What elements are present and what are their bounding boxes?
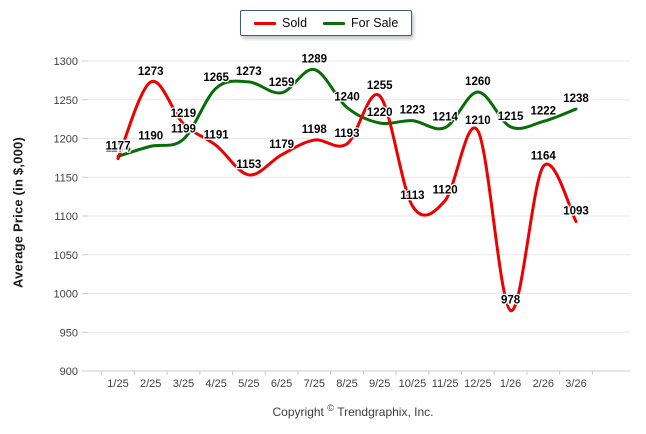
y-tick-label: 1200 — [54, 134, 78, 146]
company-name: Trendgraphix, Inc. — [337, 405, 434, 419]
sold-point-label: 1210 — [465, 115, 491, 127]
sold-point-label: 978 — [501, 295, 521, 307]
y-tick-label: 950 — [60, 327, 78, 339]
legend-item-for-sale[interactable]: For Sale — [323, 16, 398, 30]
x-tick-label: 3/25 — [173, 378, 194, 390]
y-tick-label: 1000 — [54, 289, 78, 301]
for-sale-point-labels: 1177 1190 1199 1265 1273 1259 1289 1240 1220 1223… — [104, 52, 590, 153]
for-sale-point-label: 1260 — [465, 76, 491, 88]
for-sale-point-label: 1177 — [106, 140, 131, 152]
x-tick-label: 3/26 — [565, 378, 586, 390]
sold-point-label: 1164 — [531, 150, 557, 162]
for-sale-point-label: 1289 — [301, 54, 327, 66]
sold-point-label: 1113 — [400, 190, 424, 202]
sold-point-label: 1120 — [433, 185, 458, 197]
legend-item-sold[interactable]: Sold — [254, 16, 307, 30]
for-sale-point-label: 1199 — [171, 123, 196, 135]
x-tick-label: 2/26 — [533, 378, 554, 390]
y-tick-label: 1100 — [54, 211, 78, 223]
for-sale-point-label: 1190 — [138, 130, 163, 142]
grid-lines — [82, 60, 630, 372]
x-tick-label: 7/25 — [304, 378, 325, 390]
x-tick-label: 6/25 — [271, 378, 292, 390]
x-tick-label: 4/25 — [205, 378, 226, 390]
sold-point-label: 1273 — [138, 66, 164, 78]
y-tick-label: 1300 — [54, 56, 78, 68]
x-axis-ticks — [101, 371, 593, 375]
x-tick-label: 1/26 — [500, 378, 521, 390]
legend-item-label: Sold — [282, 16, 308, 30]
for-sale-point-label: 1273 — [236, 66, 262, 78]
for-sale-point-label: 1214 — [432, 112, 458, 124]
sold-point-label: 1219 — [171, 108, 197, 120]
y-tick-label: 1250 — [54, 95, 78, 107]
for-sale-point-label: 1238 — [563, 93, 589, 105]
x-tick-label: 11/25 — [432, 378, 459, 390]
for-sale-point-label: 1222 — [530, 105, 556, 117]
for-sale-point-label: 1223 — [400, 105, 426, 117]
for-sale-point-label: 1220 — [367, 107, 393, 119]
copyright-text: Copyright © Trendgraphix, Inc. — [60, 403, 646, 419]
y-tick-label: 1150 — [54, 172, 78, 184]
copyright-word: Copyright — [272, 405, 324, 419]
copyright-symbol-icon: © — [327, 403, 334, 413]
x-tick-label: 5/25 — [238, 378, 259, 390]
sold-point-label: 1198 — [302, 124, 328, 136]
y-tick-label: 1050 — [54, 250, 78, 262]
for-sale-point-label: 1265 — [203, 72, 229, 84]
chart-legend: Sold For Sale — [240, 10, 413, 36]
sold-point-label: 1174 — [106, 143, 132, 155]
sold-point-label: 1255 — [367, 80, 393, 92]
sold-line-swatch-icon — [254, 21, 276, 25]
for-sale-line-swatch-icon — [323, 21, 346, 25]
for-sale-point-label: 1215 — [498, 111, 524, 123]
x-tick-label: 10/25 — [399, 378, 427, 390]
x-tick-label: 8/25 — [336, 378, 357, 390]
sold-point-label: 1179 — [269, 139, 294, 151]
sold-point-label: 1153 — [236, 159, 261, 171]
for-sale-point-label: 1259 — [269, 77, 295, 89]
x-tick-label: 2/25 — [140, 378, 161, 390]
y-tick-label: 900 — [60, 366, 78, 378]
x-tick-label: 1/25 — [107, 378, 128, 390]
for-sale-point-label: 1240 — [334, 92, 360, 104]
for-sale-line — [116, 68, 578, 158]
sold-point-label: 1193 — [335, 128, 360, 140]
sold-point-labels: 1174 1273 1219 1191 1153 1179 1198 1193 1255 1113… — [104, 65, 590, 308]
x-tick-label: 9/25 — [369, 378, 390, 390]
sold-point-label: 1093 — [563, 205, 589, 217]
sold-point-label: 1191 — [204, 129, 230, 141]
legend-item-label: For Sale — [351, 16, 399, 30]
sold-line — [116, 79, 578, 313]
x-tick-label: 12/25 — [464, 378, 492, 390]
